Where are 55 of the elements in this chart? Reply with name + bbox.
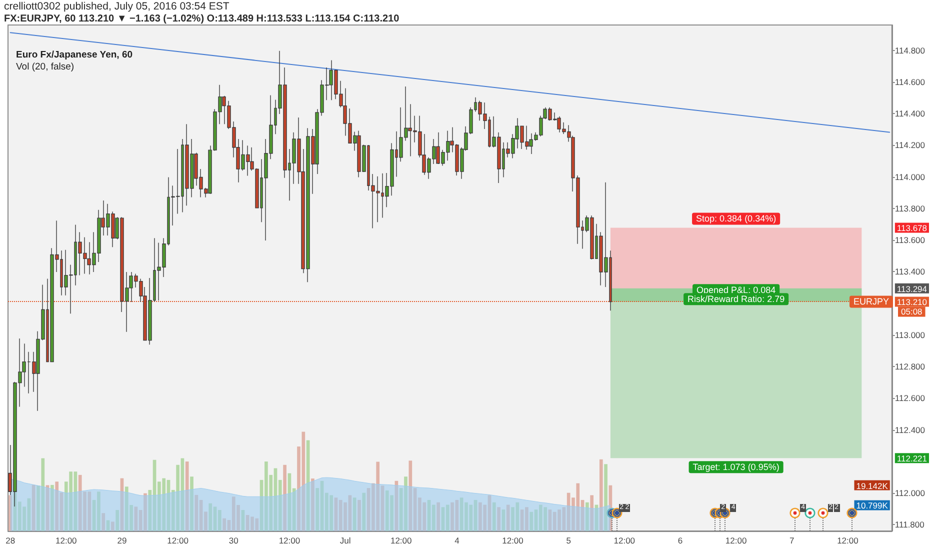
y-tick-label: 114.000 (894, 172, 926, 182)
bar (590, 495, 594, 531)
text: 05:08 (901, 306, 923, 317)
x-tick-label: 28 (6, 536, 16, 546)
y-tick-label: 113.000 (894, 330, 926, 340)
annotation: Vol (20, false) (16, 62, 74, 72)
y-tick-label: 113.210 (896, 297, 928, 308)
y-tick-label: 113.800 (894, 203, 926, 214)
ref-line-label: EURJPY (853, 296, 889, 307)
x-tick-label: Jul (340, 536, 351, 546)
y-tick-label: 112.000 (894, 488, 926, 498)
chart-subtitle: FX:EURJPY, 60 113.210 ▼ −1.163 (−1.02%) O:113.489 H:113.533 L:113.154 C:113.210 (4, 14, 400, 24)
y-tick-label: 114.200 (894, 140, 926, 150)
bar (185, 462, 189, 531)
y-tick-label: 111.800 (894, 520, 925, 530)
y-tick-label: 112.800 (894, 362, 926, 372)
x-tick-label: 30 (228, 536, 239, 546)
x-tick-label: 4 (454, 536, 460, 546)
x-tick-label: 5 (566, 536, 572, 546)
y-tick-label: 112.600 (894, 393, 926, 404)
bar (283, 464, 286, 531)
bar (190, 476, 194, 531)
y-tick-label: 112.400 (894, 424, 926, 435)
y-tick-label: 114.400 (894, 108, 926, 119)
y-tick-label: 114.600 (894, 76, 926, 87)
y-tick-label: 112.221 (896, 454, 928, 464)
x-tick-label: 12:00 (167, 536, 189, 546)
x-tick-label: 12:00 (502, 536, 524, 546)
annotation: Euro Fx/Japanese Yen, 60 (16, 50, 133, 60)
x-tick-label: 12:00 (278, 536, 300, 546)
bar (599, 459, 603, 531)
bar (604, 464, 608, 531)
y-tick-label: 113.400 (894, 266, 926, 277)
band-label: Stop: 0.384 (0.34%) (696, 214, 776, 224)
bar (408, 460, 412, 531)
band-label: Target: 1.073 (0.95%) (692, 462, 780, 472)
y2-tick-label: 19.142K (856, 480, 888, 491)
y-tick-label: 113.600 (894, 235, 926, 246)
bar (586, 502, 589, 531)
y-tick-label: 113.678 (896, 223, 928, 234)
x-tick-label: 12:00 (614, 536, 636, 546)
band-label: Opened P&L: 0.084 (696, 285, 776, 296)
y2-tick-label: 10.799K (856, 500, 888, 511)
x-tick-label: 12:00 (725, 536, 747, 546)
annotation: Risk/Reward Ratio: 2.79 (688, 294, 785, 304)
y-tick-label: 113.294 (896, 284, 928, 294)
y-tick-label: 114.800 (894, 45, 926, 56)
x-tick-label: 12:00 (837, 536, 859, 546)
bar (8, 495, 12, 531)
x-tick-label: 29 (117, 536, 127, 546)
x-tick-label: 12:00 (56, 536, 78, 546)
x-tick-label: 12:00 (390, 536, 412, 546)
chart-title: crelliott0302 published, July 05, 2016 03:54 EST (4, 0, 230, 12)
x-tick-label: 7 (790, 536, 795, 546)
x-tick-label: 6 (678, 536, 683, 546)
